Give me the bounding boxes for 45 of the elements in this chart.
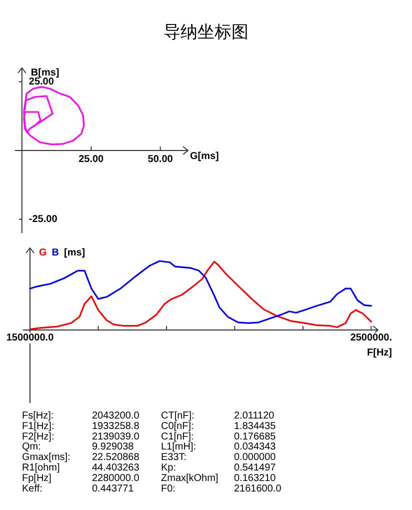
table-cell: 1.834435 (234, 420, 276, 432)
table-cell: Keff: (22, 483, 42, 494)
table-cell: 2.011120 (234, 410, 274, 422)
table-cell: C1[nF]: (161, 431, 194, 442)
table-cell: 2139039.0 (92, 431, 140, 442)
table-cell: 22.520868 (92, 452, 140, 464)
y-tick-label: -25.00 (28, 214, 58, 225)
table-cell: Fp[Hz] (22, 472, 52, 484)
table-cell: 0.000000 (234, 452, 276, 464)
table-cell: L1[mH]: (161, 442, 196, 453)
table-cell: 0.034343 (234, 442, 276, 453)
series-name: G (39, 248, 47, 258)
xlabel: G[ms] (190, 151, 219, 162)
x-tick-label: 2500000. (350, 332, 392, 344)
table-cell: E33T: (161, 452, 187, 464)
table-cell: Fs[Hz]: (22, 410, 54, 422)
table-cell: 9.929038 (92, 442, 134, 453)
series-name: B (52, 248, 60, 258)
x-tick-label: 50.00 (148, 154, 173, 165)
table-cell: C0[nF]: (161, 420, 194, 432)
ylabel: B[ms] (30, 68, 60, 78)
table-cell: 0.443771 (92, 483, 134, 494)
xlabel: F[Hz] (367, 348, 392, 358)
y-tick-label: 25.00 (28, 76, 54, 88)
table-cell: CT[nF]: (161, 410, 194, 422)
table-cell: F2[Hz]: (22, 431, 54, 442)
table-cell: Kp: (161, 462, 176, 474)
table-cell: 0.541497 (234, 462, 276, 474)
table-cell: 2043200.0 (92, 410, 140, 422)
table-cell: Zmax[kOhm] (161, 472, 218, 484)
table-cell: 0.163210 (234, 472, 276, 484)
ylabel: [ms] (64, 248, 86, 258)
table-cell: R1[ohm] (22, 462, 60, 474)
title: 导纳坐标图 (164, 22, 248, 42)
table-cell: 44.403263 (92, 462, 140, 474)
table-cell: F1[Hz]: (22, 420, 54, 432)
table-cell: 2280000.0 (92, 472, 140, 484)
table-cell: 0.176685 (234, 431, 276, 442)
x-tick-label: 1500000.0 (6, 332, 54, 344)
table-cell: 2161600.0 (234, 483, 282, 494)
table-cell: Gmax[ms]: (22, 452, 70, 464)
table-cell: 1933258.8 (92, 420, 140, 432)
x-tick-label: 25.00 (78, 154, 104, 165)
table-cell: F0: (161, 483, 176, 494)
table-cell: Qm: (22, 442, 41, 453)
